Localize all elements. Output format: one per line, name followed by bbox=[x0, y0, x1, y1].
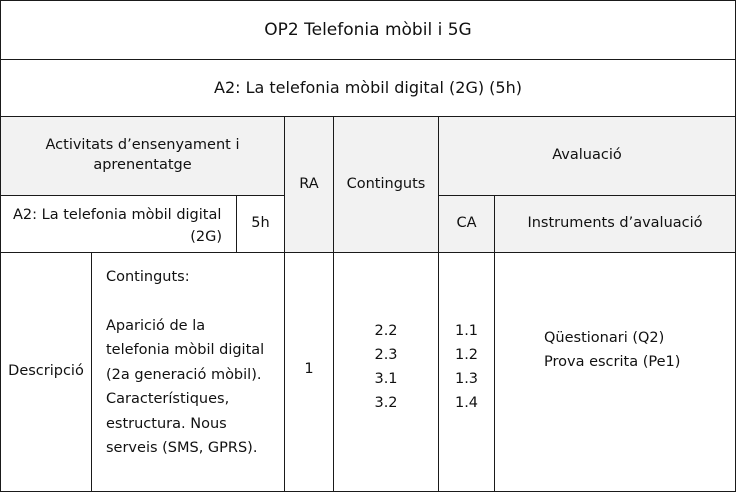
continguts-value: 3.1 bbox=[374, 371, 398, 387]
activity-hours-cell: 5h bbox=[236, 195, 285, 253]
table-title: OP2 Telefonia mòbil i 5G bbox=[0, 0, 736, 60]
header-avaluacio-text: Avaluació bbox=[552, 147, 622, 164]
contents-heading: Continguts: bbox=[106, 269, 190, 285]
header-ra: RA bbox=[284, 116, 334, 253]
activity-name-line1: A2: La telefonia mòbil digital bbox=[13, 207, 222, 223]
descripcio-label-cell: Descripció bbox=[0, 252, 92, 492]
header-ca: CA bbox=[438, 195, 495, 253]
activity-title-text: A2: La telefonia mòbil digital (2G) (5h) bbox=[214, 78, 522, 98]
continguts-values-cell: 2.2 2.3 3.1 3.2 bbox=[333, 252, 439, 492]
header-continguts-text: Continguts bbox=[346, 175, 426, 192]
continguts-value: 3.2 bbox=[374, 395, 398, 411]
header-ca-text: CA bbox=[456, 215, 477, 232]
contents-line: telefonia mòbil digital bbox=[106, 342, 265, 358]
header-ra-text: RA bbox=[299, 175, 319, 192]
descripcio-label: Descripció bbox=[8, 363, 84, 380]
continguts-value: 2.2 bbox=[374, 323, 398, 339]
ca-value: 1.1 bbox=[454, 323, 479, 339]
header-activitats-text: Activitats d’ensenyament i aprenentatge bbox=[45, 137, 240, 173]
ra-value: 1 bbox=[304, 360, 314, 377]
contents-line: Característiques, bbox=[106, 391, 230, 407]
activity-hours-text: 5h bbox=[251, 215, 270, 232]
contents-line: serveis (SMS, GPRS). bbox=[106, 440, 258, 456]
header-continguts: Continguts bbox=[333, 116, 439, 253]
activity-title: A2: La telefonia mòbil digital (2G) (5h) bbox=[0, 59, 736, 117]
instruments-values-cell: Qüestionari (Q2) Prova escrita (Pe1) bbox=[494, 252, 736, 492]
activity-name-line2: (2G) bbox=[190, 229, 222, 245]
instrument-item: Prova escrita (Pe1) bbox=[544, 354, 681, 370]
contents-line: (2a generació mòbil). bbox=[106, 366, 262, 383]
ra-value-cell: 1 bbox=[284, 252, 334, 492]
ca-value: 1.3 bbox=[454, 371, 479, 387]
ca-value: 1.4 bbox=[454, 395, 479, 411]
contents-line: Aparició de la bbox=[106, 317, 206, 334]
header-instruments: Instruments d’avaluació bbox=[494, 195, 736, 253]
activity-name-cell: A2: La telefonia mòbil digital (2G) bbox=[0, 195, 237, 253]
ca-values-cell: 1.1 1.2 1.3 1.4 bbox=[438, 252, 495, 492]
title-text: OP2 Telefonia mòbil i 5G bbox=[264, 19, 472, 40]
descripcio-content-cell: Continguts: Aparició de la telefonia mòb… bbox=[91, 252, 285, 492]
instrument-item: Qüestionari (Q2) bbox=[544, 330, 665, 346]
header-avaluacio: Avaluació bbox=[438, 116, 736, 196]
ca-value: 1.2 bbox=[454, 347, 479, 363]
header-instruments-text: Instruments d’avaluació bbox=[527, 215, 703, 232]
continguts-value: 2.3 bbox=[374, 347, 398, 363]
header-activitats: Activitats d’ensenyament i aprenentatge bbox=[0, 116, 285, 196]
contents-line: estructura. Nous bbox=[106, 415, 227, 432]
